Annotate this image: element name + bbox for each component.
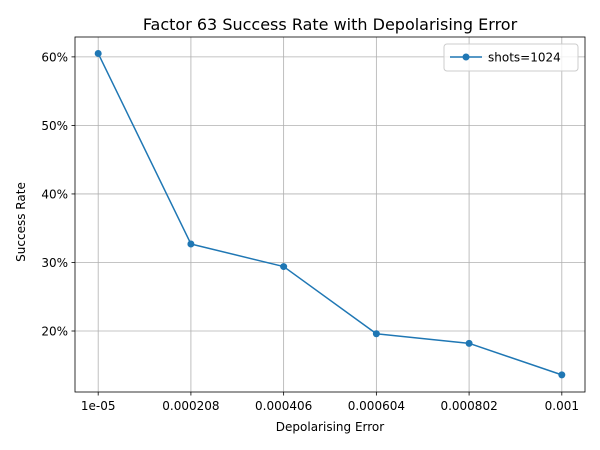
series-line — [97, 53, 563, 376]
chart-title: Factor 63 Success Rate with Depolarising… — [143, 15, 518, 34]
legend: shots=1024 — [443, 43, 579, 72]
x-tick-label: 1e-05 — [81, 399, 116, 413]
data-point — [187, 240, 195, 248]
x-tick-label: 0.001 — [545, 399, 579, 413]
y-axis-ticks: 20% 30% 40% 50% 60% — [41, 50, 75, 339]
x-axis-label: Depolarising Error — [276, 420, 384, 434]
series-layer — [94, 49, 566, 379]
data-point — [465, 339, 473, 347]
x-tick-label: 0.000208 — [162, 399, 219, 413]
x-axis-ticks: 1e-05 0.000208 0.000406 0.000604 0.000802 0.0… — [81, 392, 579, 413]
y-tick-label: 60% — [41, 50, 68, 64]
data-point — [94, 49, 102, 57]
data-point — [558, 371, 566, 379]
y-tick-label: 50% — [41, 119, 68, 133]
y-tick-label: 40% — [41, 187, 68, 201]
y-axis-label: Success Rate — [14, 182, 28, 262]
data-point — [372, 330, 380, 338]
x-tick-label: 0.000406 — [255, 399, 312, 413]
plot-area — [74, 36, 586, 393]
x-tick-label: 0.000802 — [440, 399, 497, 413]
legend-box — [443, 43, 579, 72]
y-tick-label: 20% — [41, 325, 68, 339]
data-point — [280, 263, 288, 271]
y-tick-label: 30% — [41, 256, 68, 270]
legend-marker-swatch — [462, 53, 470, 61]
x-tick-label: 0.000604 — [348, 399, 405, 413]
legend-label: shots=1024 — [488, 51, 561, 65]
